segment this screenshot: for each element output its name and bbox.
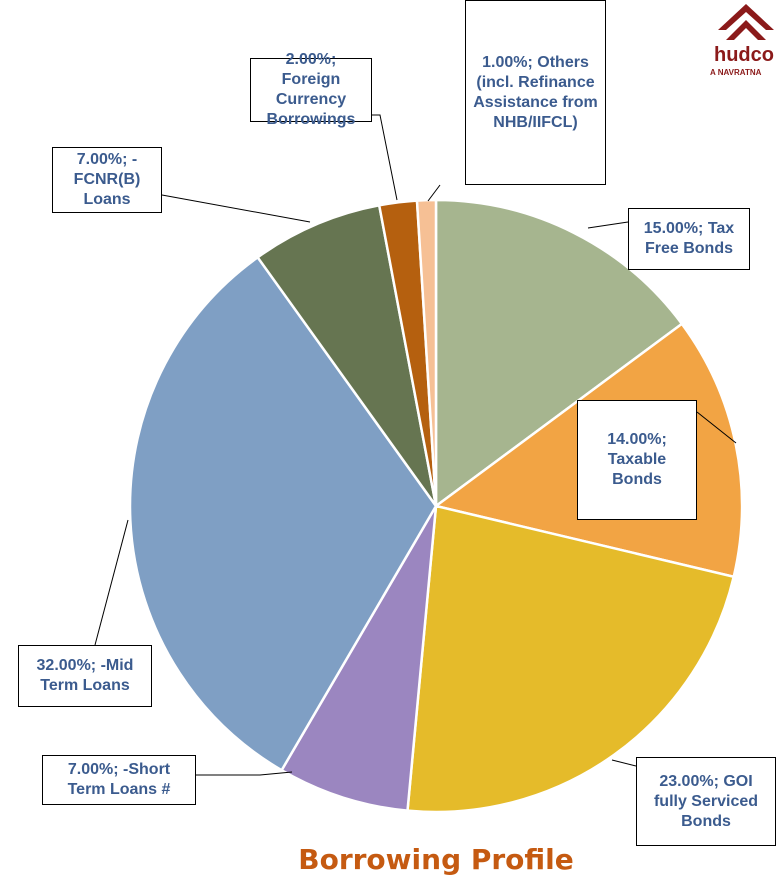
data-label: 1.00%; Others (incl. Refinance Assistanc…	[465, 0, 606, 185]
data-label: 23.00%; GOI fully Serviced Bonds	[636, 757, 776, 846]
leader-line	[696, 411, 737, 444]
pie-slice	[128, 255, 438, 772]
pie	[128, 198, 744, 814]
data-label: 14.00%; Taxable Bonds	[577, 400, 697, 520]
pie-slice	[255, 203, 438, 507]
leader-line	[196, 771, 293, 776]
leader-line	[161, 194, 311, 223]
data-label: 7.00%; -FCNR(B) Loans	[52, 147, 162, 213]
leader-line	[94, 519, 129, 646]
logo-mark	[718, 4, 774, 40]
leader-line	[587, 221, 629, 229]
data-label: 7.00%; -Short Term Loans #	[42, 755, 196, 805]
chart-title: Borrowing Profile	[298, 843, 574, 876]
pie-slice	[415, 198, 438, 507]
logo-tagline: A NAVRATNA	[710, 68, 762, 77]
data-label: 15.00%; Tax Free Bonds	[628, 208, 750, 270]
leader-line	[372, 114, 398, 201]
leader-line	[427, 184, 441, 202]
data-label: 2.00%; Foreign Currency Borrowings	[250, 51, 372, 128]
logo: hudco A NAVRATNA	[706, 0, 776, 80]
pie-slice	[406, 504, 736, 814]
pie-slice	[434, 198, 684, 509]
logo-text: hudco	[714, 44, 774, 66]
leader-line	[611, 759, 637, 767]
data-label: 32.00%; -Mid Term Loans	[18, 645, 152, 707]
leader-lines	[94, 114, 737, 776]
